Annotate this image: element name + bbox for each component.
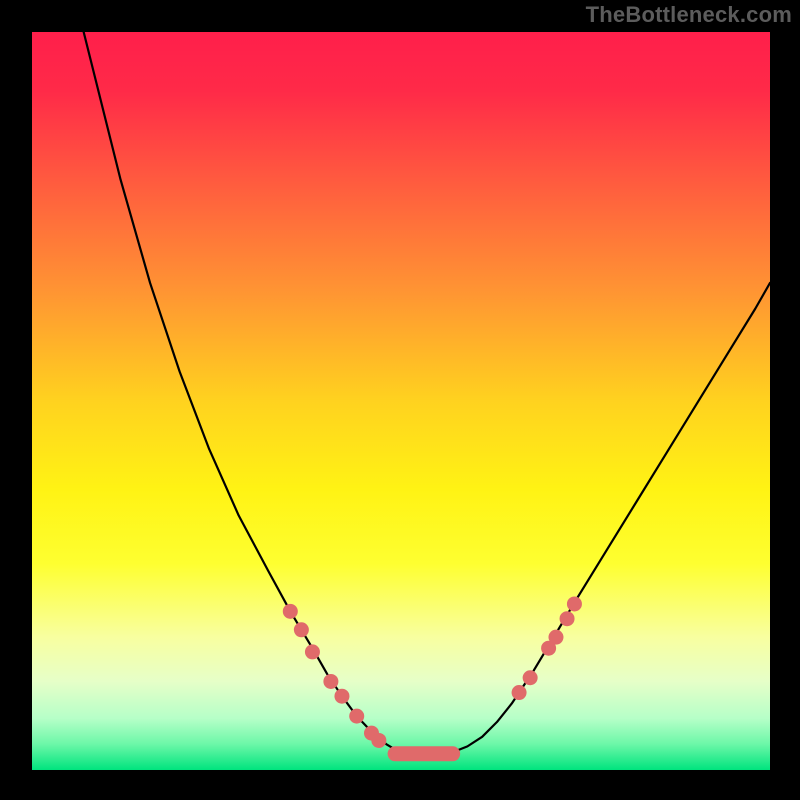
chart-background [32,32,770,770]
marker-dot [294,622,309,637]
marker-dot [349,709,364,724]
marker-dot [334,689,349,704]
marker-dot [371,733,386,748]
marker-dot [283,604,298,619]
marker-dot [512,685,527,700]
chart-frame: TheBottleneck.com [0,0,800,800]
watermark-text: TheBottleneck.com [586,2,792,28]
marker-dot [560,611,575,626]
marker-dot [523,670,538,685]
marker-dot [567,596,582,611]
marker-dot [548,630,563,645]
marker-dot [323,674,338,689]
marker-dot [305,644,320,659]
bottleneck-curve-chart [32,32,770,770]
